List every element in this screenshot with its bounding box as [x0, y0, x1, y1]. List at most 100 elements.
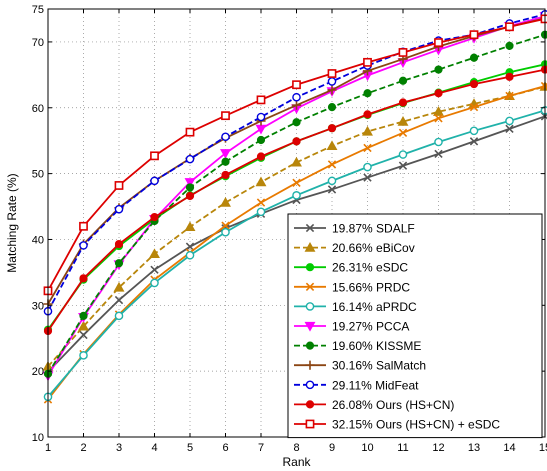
series-marker	[304, 241, 316, 252]
series-16-14-aprdc	[43, 106, 547, 402]
x-tick-label: 5	[187, 442, 193, 454]
legend-label: 20.66% eBiCov	[332, 241, 415, 255]
series-marker	[256, 135, 266, 145]
y-axis-label: Matching Rate (%)	[5, 173, 19, 272]
series-marker	[469, 126, 479, 136]
series-marker	[78, 320, 89, 331]
series-marker	[256, 198, 266, 207]
legend-label: 16.14% aPRDC	[332, 300, 417, 314]
series-marker	[305, 282, 315, 291]
series-marker	[150, 212, 159, 222]
legend-label: 19.60% KISSME	[332, 339, 421, 353]
x-tick-label: 13	[468, 442, 480, 454]
y-tick-label: 50	[32, 169, 44, 181]
y-tick-label: 60	[32, 103, 44, 115]
legend: 19.87% SDALF 20.66% eBiCov 26.31% eSDC 15.6…	[287, 213, 543, 439]
x-axis-ticks: 123456789101112131415	[45, 9, 547, 454]
series-marker	[221, 111, 230, 121]
x-tick-label: 11	[397, 442, 408, 454]
series-marker	[185, 127, 195, 137]
series-marker	[434, 114, 443, 123]
legend-label: 32.15% Ours (HS+CN) + eSDC	[332, 418, 500, 432]
series-marker	[505, 124, 514, 134]
series-marker	[327, 176, 337, 186]
series-marker	[114, 311, 124, 321]
series-marker	[327, 77, 337, 86]
y-tick-label: 10	[32, 432, 44, 444]
series-marker	[305, 302, 315, 311]
legend-label: 30.16% SalMatch	[332, 359, 426, 373]
series-marker	[505, 41, 514, 50]
series-marker	[434, 65, 443, 74]
series-marker	[362, 125, 373, 136]
series-marker	[185, 250, 195, 260]
series-marker	[398, 98, 408, 107]
series-marker	[150, 278, 159, 288]
legend-label: 26.08% Ours (HS+CN)	[332, 398, 454, 412]
series-marker	[221, 132, 230, 142]
series-marker	[220, 149, 231, 159]
series-marker	[327, 85, 337, 95]
legend-item: 20.66% eBiCov	[294, 241, 415, 255]
x-tick-label: 9	[329, 442, 335, 454]
series-marker	[255, 176, 267, 187]
series-marker	[184, 221, 196, 232]
series-marker	[113, 281, 125, 292]
y-tick-label: 30	[32, 300, 44, 312]
series-marker	[292, 92, 301, 102]
series-marker	[398, 48, 408, 57]
x-tick-label: 14	[503, 442, 515, 454]
series-marker	[79, 351, 88, 360]
x-tick-label: 12	[432, 442, 444, 454]
series-marker	[256, 207, 266, 217]
series-marker	[185, 191, 195, 201]
series-marker	[150, 151, 159, 161]
series-marker	[505, 91, 514, 101]
x-tick-label: 2	[80, 442, 86, 454]
series-marker	[221, 221, 230, 230]
series-marker	[292, 137, 301, 146]
series-marker	[305, 263, 315, 272]
series-marker	[304, 321, 316, 332]
series-marker	[327, 160, 337, 169]
series-marker	[79, 311, 88, 320]
series-marker	[434, 149, 443, 159]
series-marker	[185, 183, 195, 192]
series-marker	[305, 341, 315, 350]
series-marker	[256, 152, 266, 161]
series-marker	[327, 185, 337, 194]
series-marker	[363, 57, 372, 67]
series-marker	[505, 116, 514, 126]
series-marker	[79, 241, 88, 250]
series-marker	[398, 128, 408, 137]
series-marker	[397, 115, 409, 126]
series-marker	[327, 124, 337, 133]
y-tick-label: 70	[32, 37, 44, 49]
series-marker	[434, 38, 443, 47]
x-tick-label: 10	[361, 442, 373, 454]
x-tick-label: 4	[151, 442, 157, 454]
series-marker	[114, 259, 124, 268]
series-marker	[469, 53, 479, 62]
series-marker	[292, 118, 301, 127]
legend-item: 30.16% SalMatch	[294, 359, 426, 373]
legend-item: 19.87% SDALF	[294, 222, 415, 236]
x-tick-label: 6	[222, 442, 228, 454]
legend-label: 19.87% SDALF	[332, 222, 415, 236]
y-tick-label: 40	[32, 234, 44, 246]
series-marker	[398, 161, 408, 170]
series-marker	[256, 95, 266, 105]
series-marker	[150, 265, 159, 274]
series-marker	[540, 14, 547, 24]
x-tick-label: 1	[45, 442, 51, 454]
series-marker	[184, 178, 196, 188]
legend-item: 16.14% aPRDC	[294, 300, 417, 314]
series-marker	[434, 89, 443, 98]
series-marker	[327, 69, 337, 78]
x-tick-label: 7	[258, 442, 264, 454]
series-marker	[291, 156, 302, 167]
series-marker	[291, 100, 302, 110]
series-marker	[221, 170, 230, 180]
legend-label: 15.66% PRDC	[332, 280, 410, 294]
series-marker	[305, 223, 315, 233]
